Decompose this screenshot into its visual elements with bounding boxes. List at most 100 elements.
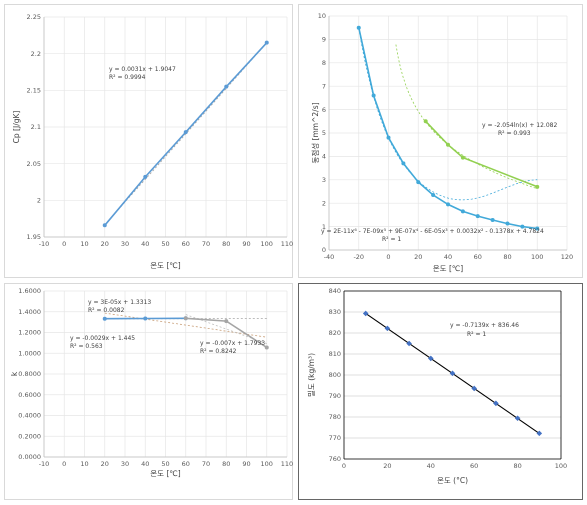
data-point (446, 202, 450, 207)
trendline-equation: y = -0.7139x + 836.46 (450, 322, 519, 329)
x-tick-label: 0 (62, 460, 66, 468)
y-tick-label: 1.4000 (18, 308, 41, 316)
series-line (425, 120, 538, 188)
x-tick-label: 40 (444, 253, 452, 261)
x-tick-label: 30 (121, 460, 129, 468)
x-tick-label: 90 (242, 240, 250, 248)
data-point (401, 161, 406, 166)
trendline-equation: y = 2E-11x⁶ - 7E-09x⁵ + 9E-07x⁴ - 6E-05x… (321, 228, 544, 235)
y-tick-label: 820 (329, 329, 341, 337)
data-point (406, 340, 412, 347)
y-tick-label: 0.2000 (18, 432, 41, 440)
data-point (431, 193, 436, 198)
data-point (520, 224, 525, 229)
y-tick-label: 1.0000 (18, 349, 41, 357)
trendline-equation: y = -0.0029x + 1.445 (70, 335, 135, 342)
y-tick-label: 830 (329, 308, 341, 316)
y-tick-label: 780 (329, 413, 341, 421)
y-tick-label: 1 (322, 223, 326, 231)
y-tick-label: 0.0000 (18, 453, 41, 461)
chart-k: 0.0000 0.2000 0.4000 0.6000 0.8000 1.0000 1.20… (4, 283, 293, 500)
x-tick-label: 20 (101, 460, 109, 468)
trendline-r2: R² = 1 (382, 236, 401, 243)
chart-frame (298, 4, 583, 278)
x-tick-label: -10 (39, 460, 50, 468)
data-point (183, 130, 188, 135)
y-axis-label: Cp [J/gK] (12, 111, 21, 144)
x-tick-label: 80 (513, 462, 521, 470)
data-point (490, 218, 495, 223)
x-tick-label: 0 (342, 462, 346, 470)
trendline-r2: R² = 0.0082 (88, 307, 125, 314)
y-tick-label: 2.25 (27, 13, 41, 21)
y-tick-label: 2 (322, 199, 326, 207)
y-tick-label: 0 (322, 246, 326, 254)
x-axis-label: 온도 (°C) (437, 476, 468, 485)
x-tick-label: 120 (561, 253, 573, 261)
y-tick-label: 0.8000 (18, 370, 41, 378)
x-tick-label: 0 (62, 240, 66, 248)
x-tick-label: 100 (261, 240, 273, 248)
y-axis-label: k (10, 371, 19, 376)
y-tick-label: 810 (329, 350, 341, 358)
x-tick-label: -10 (39, 240, 50, 248)
y-tick-label: 2.2 (31, 50, 41, 58)
chart-viscosity: 0 1 2 3 4 5 6 7 8 9 10 -40 -20 0 20 40 60 80 100 120 온도 [℃] 동… (298, 4, 583, 278)
x-tick-label: 80 (222, 240, 230, 248)
y-axis-label: 동점성 [mm^2/s] (310, 102, 320, 163)
trendline-equation: y = -2.054ln(x) + 12.082 (482, 122, 557, 129)
trendline-r2: R² = 0.9994 (109, 74, 146, 81)
data-point (514, 415, 521, 422)
x-tick-label: 110 (281, 460, 293, 468)
y-tick-label: 3 (322, 176, 326, 184)
x-tick-label: 90 (242, 460, 250, 468)
data-point (362, 310, 369, 317)
x-tick-label: 60 (474, 253, 482, 261)
y-tick-label: 0.6000 (18, 391, 41, 399)
x-axis-label: 온도 [℃] (150, 261, 181, 270)
data-point (143, 174, 148, 179)
x-tick-label: 40 (427, 462, 435, 470)
y-tick-label: 8 (322, 59, 326, 67)
trendline-equation: y = 3E-05x + 1.3313 (88, 299, 151, 306)
x-axis-label: 온도 [℃] (433, 264, 464, 273)
x-tick-label: 10 (80, 240, 88, 248)
chart-cp: 1.95 2 2.05 2.1 2.15 2.2 2.25 -10 0 10 20 30 40 50 60 7… (4, 4, 293, 278)
data-point (505, 221, 510, 226)
x-tick-label: 70 (202, 240, 210, 248)
data-point (224, 84, 229, 89)
data-point (224, 319, 229, 324)
chart-svg: 760 770 780 790 800 810 820 830 840 0 20 40 60 80 100 온… (307, 287, 567, 485)
trendline-r2: R² = 1 (467, 331, 486, 338)
y-tick-label: 0.4000 (18, 412, 41, 420)
y-tick-label: 2.05 (27, 160, 41, 168)
data-point (264, 40, 269, 45)
y-tick-label: 840 (329, 287, 341, 295)
data-point (535, 184, 540, 189)
x-tick-label: 80 (503, 253, 511, 261)
y-tick-label: 1.95 (27, 233, 41, 241)
y-tick-label: 1.6000 (18, 287, 41, 295)
trendline-r2: R² = 0.8242 (200, 348, 237, 355)
data-point (183, 316, 188, 321)
chart-svg: 1.95 2 2.05 2.1 2.15 2.2 2.25 -10 0 10 20 30 40 50 60 7… (4, 4, 293, 278)
y-tick-label: 9 (322, 36, 326, 44)
x-tick-label: 0 (386, 253, 390, 261)
x-tick-label: 100 (531, 253, 543, 261)
data-point (446, 142, 450, 147)
data-point (460, 155, 465, 160)
x-tick-label: 50 (161, 240, 169, 248)
data-point (493, 400, 499, 407)
chart-frame (4, 4, 293, 278)
x-tick-label: 70 (202, 460, 210, 468)
x-tick-label: -20 (353, 253, 364, 261)
chart-svg: 0 1 2 3 4 5 6 7 8 9 10 -40 -20 0 20 40 60 80 100 120 온도 [℃] 동… (298, 4, 583, 278)
y-tick-label: 800 (329, 371, 341, 379)
data-point (535, 226, 540, 231)
y-tick-label: 6 (322, 106, 326, 114)
data-point (471, 385, 477, 392)
x-axis-label: 온도 [℃] (150, 469, 181, 478)
y-tick-label: 790 (329, 392, 341, 400)
x-tick-label: 40 (141, 240, 149, 248)
y-tick-label: 2.1 (31, 123, 41, 131)
